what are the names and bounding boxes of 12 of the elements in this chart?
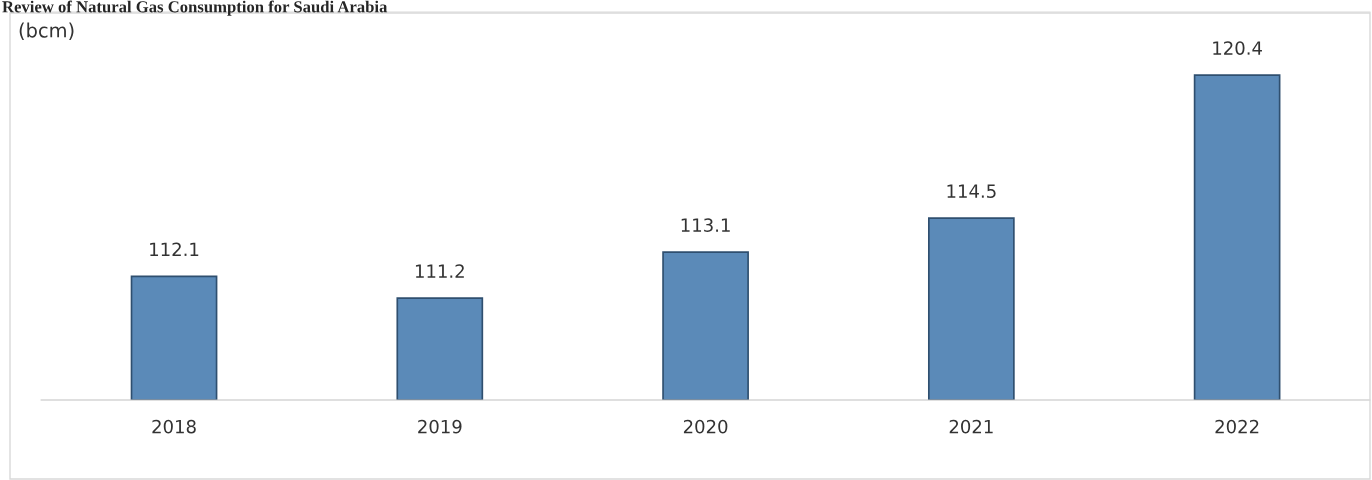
x-tick-label: 2020	[683, 419, 728, 434]
x-tick-label: 2021	[949, 419, 993, 434]
data-label: 113.1	[681, 218, 730, 232]
data-label: 112.1	[150, 242, 199, 256]
chart-title: Review of Natural Gas Consumption for Saudi Arabia	[2, 0, 388, 16]
data-label: 120.4	[1213, 41, 1262, 55]
x-tick-label: 2018	[152, 419, 196, 434]
x-tick-label: 2019	[418, 419, 462, 434]
y-axis-title: (bcm)	[19, 22, 74, 40]
x-tick-label: 2022	[1215, 419, 1259, 434]
data-label: 114.5	[947, 184, 996, 198]
data-label: 111.2	[415, 264, 464, 278]
